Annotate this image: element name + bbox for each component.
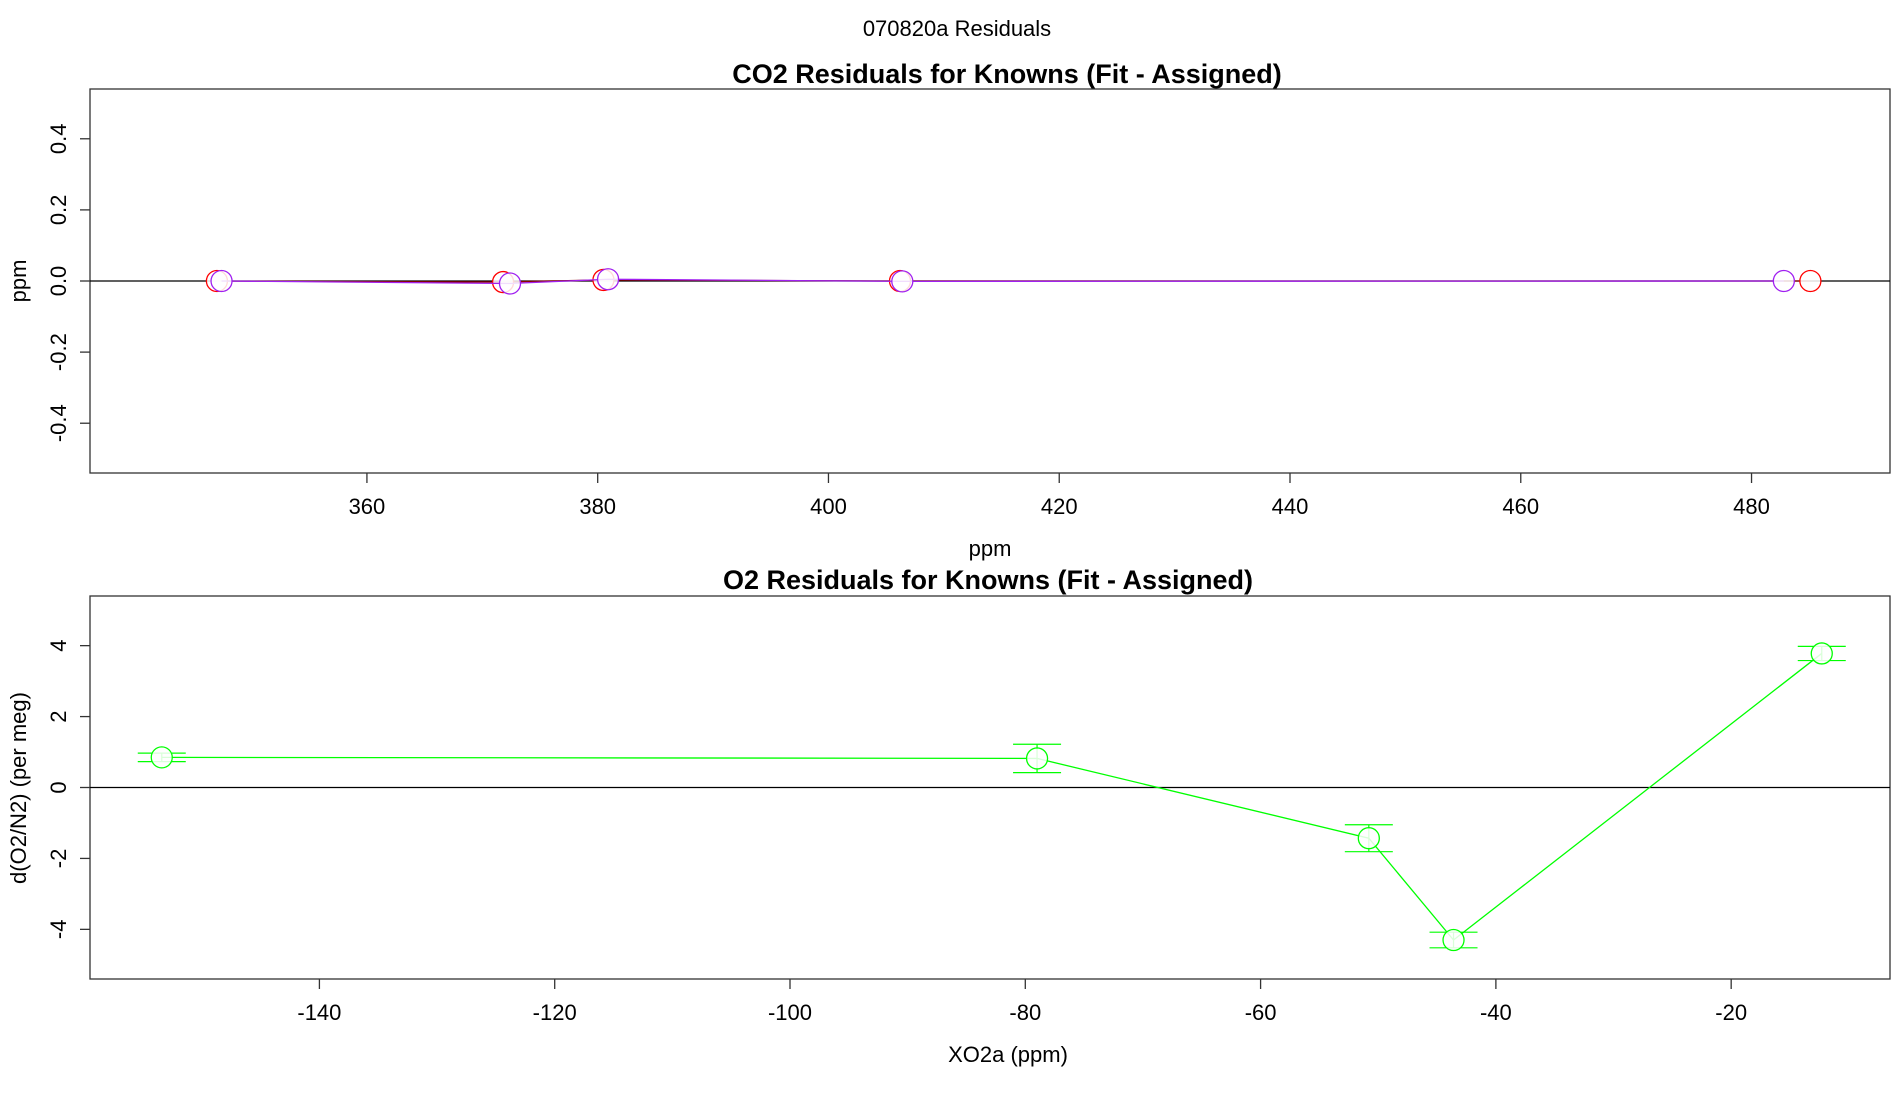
o2-x-axis-label: XO2a (ppm) — [948, 1042, 1068, 1067]
co2-chart-title: CO2 Residuals for Knowns (Fit - Assigned… — [732, 59, 1282, 89]
o2-residuals-panel: O2 Residuals for Knowns (Fit - Assigned)… — [6, 565, 1891, 1067]
co2-series-1-point — [210, 269, 233, 293]
co2-y-tick-label: -0.4 — [46, 404, 71, 442]
co2-y-axis-label: ppm — [6, 260, 31, 303]
co2-y-tick-label: -0.2 — [46, 333, 71, 371]
o2-series-0-point — [150, 746, 173, 769]
o2-series-0-line — [161, 652, 1823, 941]
co2-x-tick-label: 380 — [579, 494, 616, 519]
o2-x-tick-label: -100 — [768, 1000, 812, 1025]
o2-y-axis-label: d(O2/N2) (per meg) — [6, 692, 31, 884]
co2-series-1-point — [498, 272, 522, 295]
o2-y-tick-label: 0 — [46, 781, 71, 793]
co2-y-tick-label: 0.2 — [46, 195, 71, 226]
co2-x-tick-label: 460 — [1502, 494, 1539, 519]
o2-x-tick-label: -140 — [297, 1000, 341, 1025]
o2-series-0-point — [1810, 642, 1833, 665]
figure-suptitle: 070820a Residuals — [863, 16, 1051, 41]
o2-x-tick-label: -20 — [1715, 1000, 1747, 1025]
co2-y-tick-label: 0.0 — [46, 266, 71, 297]
o2-x-tick-label: -40 — [1480, 1000, 1512, 1025]
co2-series-1-point — [596, 268, 620, 291]
co2-y-tick-label: 0.4 — [46, 123, 71, 154]
o2-series-0-point — [1442, 928, 1465, 952]
o2-chart-title: O2 Residuals for Knowns (Fit - Assigned) — [723, 565, 1253, 595]
co2-series-1-point — [1772, 269, 1795, 293]
o2-y-tick-label: 4 — [46, 640, 71, 652]
o2-x-tick-label: -60 — [1245, 1000, 1277, 1025]
co2-series-1-point — [891, 270, 914, 293]
co2-x-tick-label: 360 — [349, 494, 386, 519]
o2-series-0-point — [1025, 747, 1049, 770]
o2-y-tick-label: 2 — [46, 710, 71, 722]
co2-residuals-panel: CO2 Residuals for Knowns (Fit - Assigned… — [6, 59, 1891, 561]
o2-y-tick-label: -2 — [46, 849, 71, 869]
o2-series-0-point — [1357, 827, 1380, 850]
o2-x-tick-label: -120 — [533, 1000, 577, 1025]
co2-x-tick-label: 480 — [1733, 494, 1770, 519]
co2-x-tick-label: 400 — [810, 494, 847, 519]
co2-series-0-point — [1799, 269, 1822, 293]
co2-x-axis-label: ppm — [969, 536, 1012, 561]
co2-x-tick-label: 440 — [1272, 494, 1309, 519]
o2-y-tick-label: -4 — [46, 920, 71, 940]
co2-x-tick-label: 420 — [1041, 494, 1078, 519]
o2-x-tick-label: -80 — [1009, 1000, 1041, 1025]
